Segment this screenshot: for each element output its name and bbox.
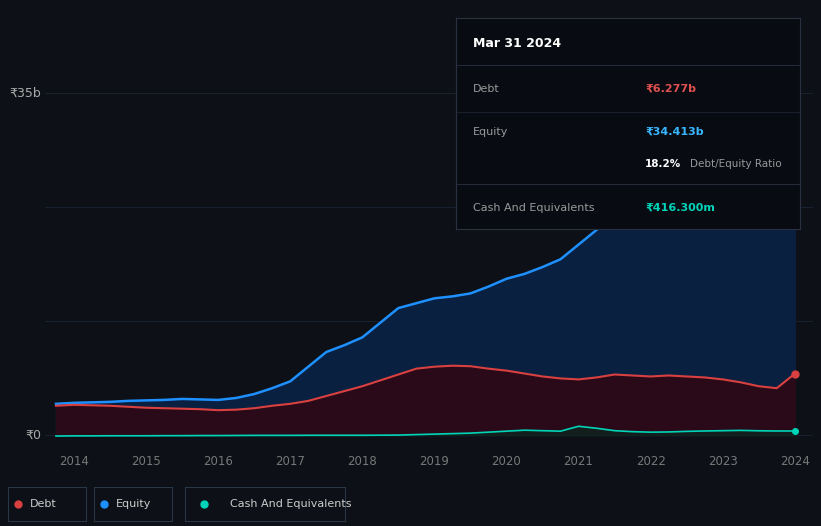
Text: 18.2%: 18.2% (645, 158, 681, 169)
Text: Cash And Equivalents: Cash And Equivalents (230, 499, 351, 509)
Text: Mar 31 2024: Mar 31 2024 (473, 37, 561, 50)
Text: Debt: Debt (473, 84, 500, 94)
Text: ₹416.300m: ₹416.300m (645, 203, 715, 213)
Text: ₹0: ₹0 (25, 429, 41, 442)
Text: Debt: Debt (30, 499, 57, 509)
Text: Debt/Equity Ratio: Debt/Equity Ratio (690, 158, 782, 169)
Text: Cash And Equivalents: Cash And Equivalents (473, 203, 594, 213)
Text: Equity: Equity (473, 127, 508, 137)
Text: ₹6.277b: ₹6.277b (645, 84, 696, 94)
Text: ₹34.413b: ₹34.413b (645, 127, 704, 137)
Text: ₹35b: ₹35b (10, 87, 41, 100)
Text: Equity: Equity (117, 499, 152, 509)
